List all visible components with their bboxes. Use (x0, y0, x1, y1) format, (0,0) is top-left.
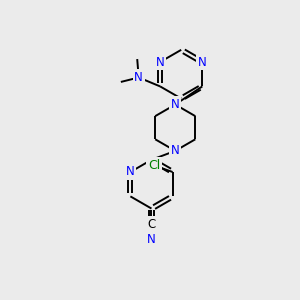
Text: C: C (147, 218, 156, 230)
Text: N: N (126, 166, 135, 178)
Text: N: N (147, 233, 156, 246)
Text: N: N (171, 144, 180, 158)
Text: N: N (198, 56, 207, 68)
Text: Cl: Cl (148, 159, 160, 172)
Text: N: N (156, 56, 164, 68)
Text: N: N (134, 71, 143, 84)
Text: N: N (171, 98, 180, 111)
